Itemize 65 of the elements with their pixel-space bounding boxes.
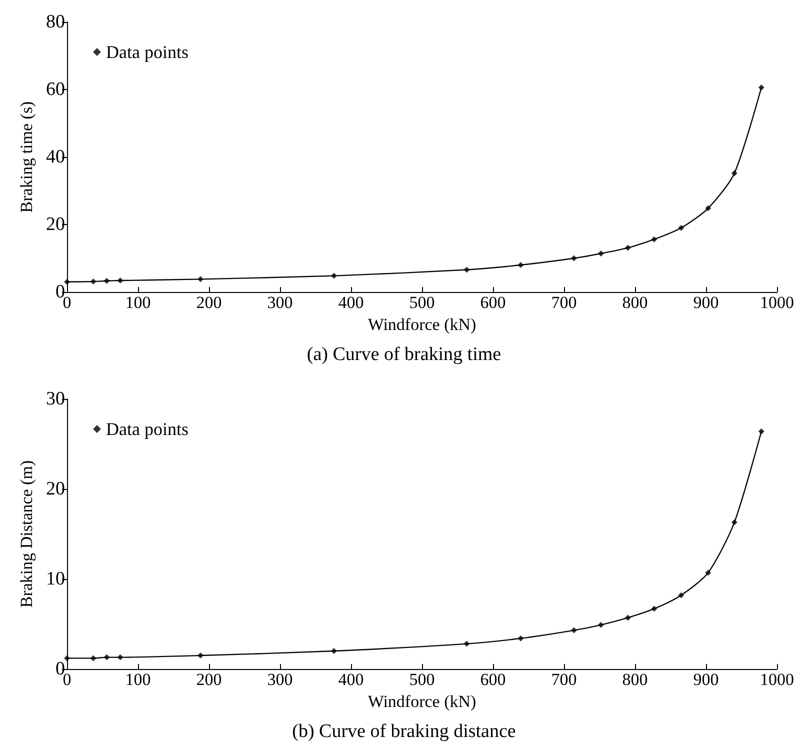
point xyxy=(651,236,658,242)
point xyxy=(731,519,738,526)
text: (b) Curve of braking distance xyxy=(292,721,516,742)
point xyxy=(651,606,658,612)
x-tick-label: 800 xyxy=(622,293,648,312)
y-tick-label: 40 xyxy=(46,146,65,168)
x-tick-label: 800 xyxy=(622,670,648,689)
x-tick-label: 600 xyxy=(480,670,506,689)
point xyxy=(90,655,96,662)
x-axis-title: Windforce (kN) xyxy=(368,692,476,711)
point xyxy=(570,255,577,262)
point xyxy=(678,592,684,598)
x-tick-label: 200 xyxy=(196,670,222,689)
point xyxy=(90,278,96,285)
point xyxy=(104,654,110,660)
x-tick-label: 600 xyxy=(480,293,506,312)
point xyxy=(731,170,738,176)
x-tick-label: 300 xyxy=(267,670,293,689)
x-tick-label: 1000 xyxy=(760,670,794,689)
point xyxy=(570,627,577,634)
point xyxy=(624,614,631,621)
y-tick-label: 30 xyxy=(46,388,65,410)
x-tick-label: 300 xyxy=(267,293,293,312)
x-tick-label: 500 xyxy=(409,670,435,689)
point xyxy=(598,250,604,257)
y-axis-title: Braking time (s) xyxy=(17,101,36,213)
x-tick-label: 900 xyxy=(693,670,719,689)
y-tick-label: 20 xyxy=(46,214,65,235)
x-tick-label: 400 xyxy=(338,293,364,312)
point xyxy=(518,262,524,268)
x-tick-label: 700 xyxy=(551,293,577,312)
x-tick-label: 700 xyxy=(551,670,577,689)
point xyxy=(117,654,124,660)
y-tick-label: 60 xyxy=(46,79,65,100)
legend-label: Data points xyxy=(106,419,188,439)
y-tick-label: 20 xyxy=(46,478,65,500)
point xyxy=(518,635,524,642)
x-axis-title: Windforce (kN) xyxy=(368,314,476,334)
y-tick-label: 80 xyxy=(46,12,65,32)
point xyxy=(598,622,604,628)
point xyxy=(758,84,764,90)
point xyxy=(705,570,712,576)
text: (a) Curve of braking time xyxy=(306,344,502,365)
point xyxy=(624,244,631,251)
x-tick-label: 900 xyxy=(693,293,719,312)
point xyxy=(117,278,124,284)
point xyxy=(330,272,337,279)
point xyxy=(464,266,470,273)
y-tick-label: 10 xyxy=(46,568,65,590)
x-tick-label: 100 xyxy=(125,670,151,689)
point xyxy=(678,224,684,231)
y-axis-title: Braking Distance (m) xyxy=(17,460,36,608)
point xyxy=(64,278,70,285)
point xyxy=(104,278,110,284)
point xyxy=(758,428,764,434)
x-tick-label: 500 xyxy=(409,293,435,312)
x-tick-label: 1000 xyxy=(760,293,794,312)
x-tick-label: 200 xyxy=(196,293,222,312)
point xyxy=(705,205,712,212)
legend-label: Data points xyxy=(106,42,188,62)
point xyxy=(197,276,204,282)
x-tick-label: 100 xyxy=(125,293,151,312)
point xyxy=(64,655,70,662)
point xyxy=(464,640,470,647)
x-tick-label: 400 xyxy=(338,670,364,689)
